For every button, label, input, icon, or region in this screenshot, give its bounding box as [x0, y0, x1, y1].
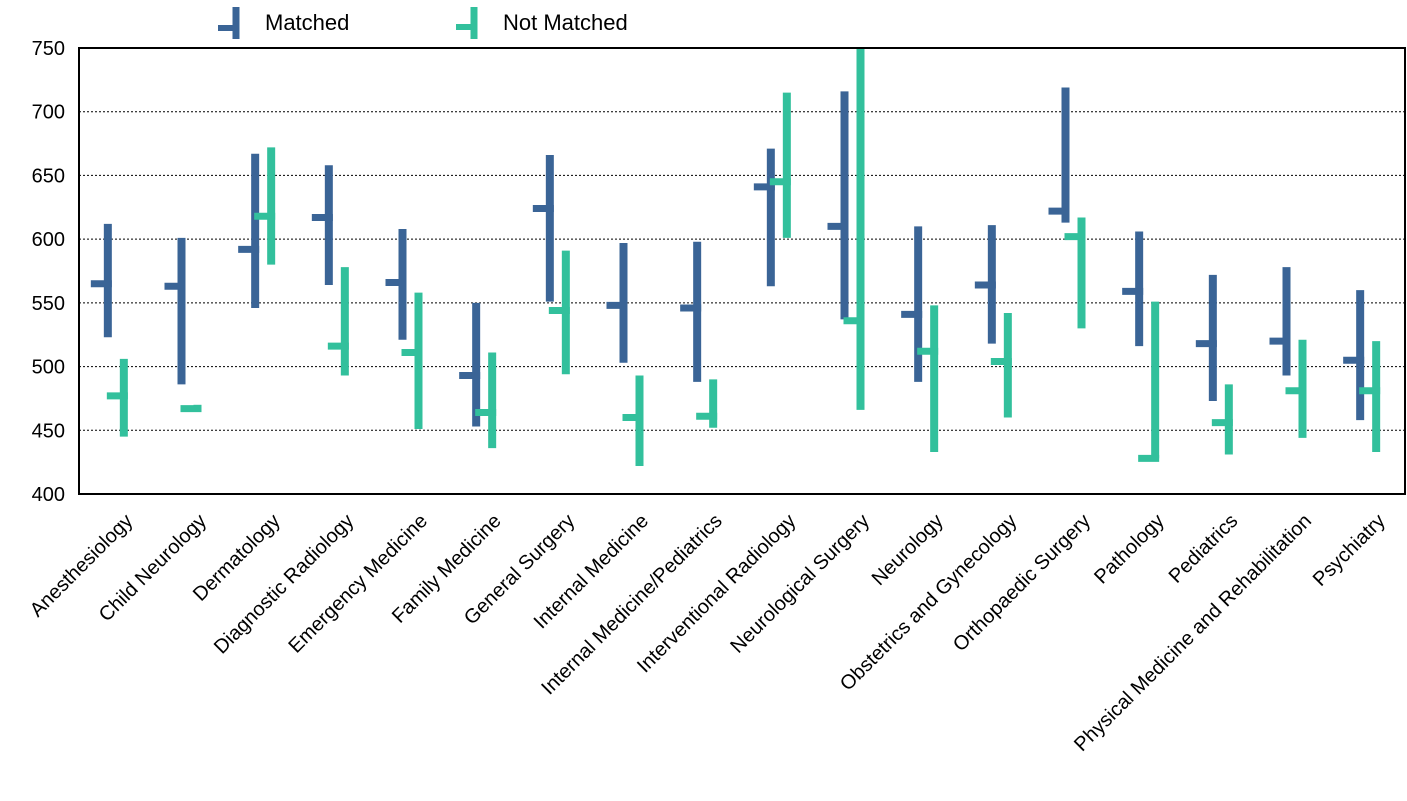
- data-marks: [90, 48, 1381, 466]
- x-tick-label-diagnostic-radiology: Diagnostic Radiology: [210, 510, 358, 658]
- x-tick-label-psychiatry: Psychiatry: [1309, 510, 1390, 591]
- x-tick-label-emergency-medicine: Emergency Medicine: [284, 510, 432, 658]
- x-tick-label-orthopaedic-surgery: Orthopaedic Surgery: [949, 510, 1095, 656]
- legend: Matched Not Matched: [218, 7, 628, 39]
- y-tick-label-450: 450: [32, 420, 65, 442]
- series-not-matched: [106, 48, 1381, 466]
- legend-label-not-matched: Not Matched: [503, 10, 628, 35]
- x-tick-label-pediatrics: Pediatrics: [1165, 510, 1243, 588]
- y-tick-label-700: 700: [32, 102, 65, 124]
- y-tick-label-600: 600: [32, 229, 65, 251]
- y-tick-label-750: 750: [32, 38, 65, 60]
- y-axis-ticks: 400 450 500 550 600 650 700 750: [32, 38, 65, 506]
- grid-lines: [79, 111, 1405, 431]
- y-tick-label-400: 400: [32, 484, 65, 506]
- x-tick-label-neurological-surgery: Neurological Surgery: [726, 510, 874, 658]
- legend-item-matched: Matched: [218, 7, 349, 39]
- series-matched: [90, 87, 1365, 427]
- y-tick-label-500: 500: [32, 357, 65, 379]
- x-tick-label-neurology: Neurology: [868, 510, 948, 590]
- y-tick-label-550: 550: [32, 293, 65, 315]
- y-tick-label-650: 650: [32, 165, 65, 187]
- plot-frame: [78, 47, 1406, 495]
- legend-label-matched: Matched: [265, 10, 349, 35]
- legend-item-not-matched: Not Matched: [456, 7, 628, 39]
- x-tick-label-pathology: Pathology: [1090, 510, 1168, 588]
